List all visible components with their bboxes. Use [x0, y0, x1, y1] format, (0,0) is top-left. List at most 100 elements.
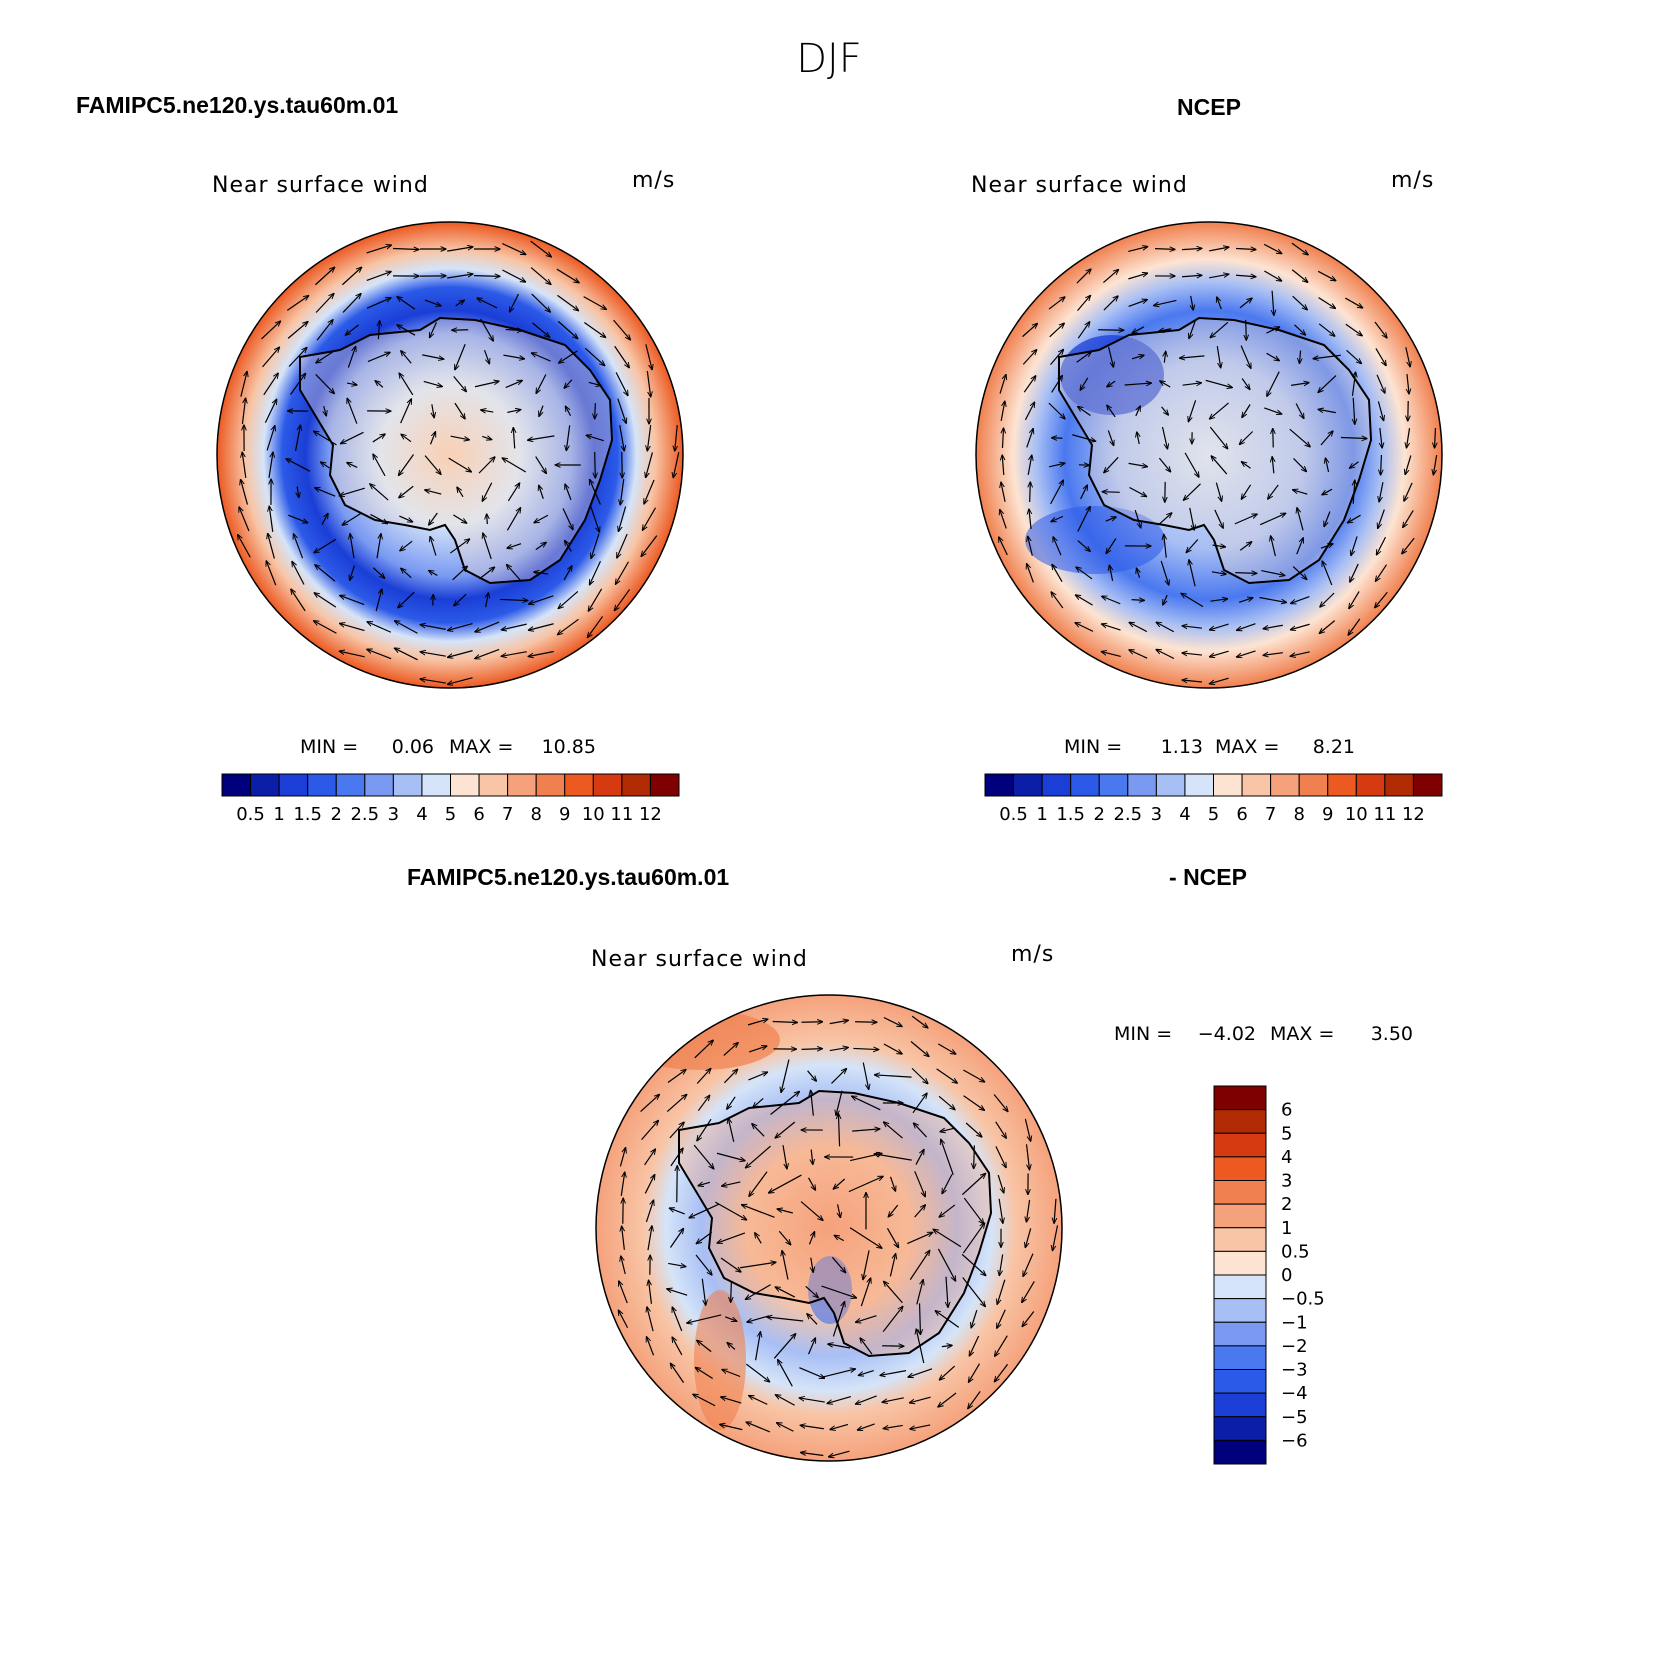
colorbar-box: [307, 773, 337, 797]
wind-arrow: [1128, 462, 1148, 466]
colorbar-tick-label: 3: [1151, 804, 1162, 825]
wind-arrow: [1129, 622, 1148, 633]
wind-arrow: [1182, 626, 1202, 628]
wind-arrow: [883, 1016, 902, 1027]
wind-arrow: [288, 348, 307, 367]
colorbar-box: [1213, 773, 1243, 797]
wind-arrow: [1292, 566, 1307, 580]
colorbar-box: [621, 773, 651, 797]
wind-arrow: [1210, 599, 1227, 601]
wind-arrow: [722, 1181, 741, 1186]
wind-arrow: [669, 1122, 684, 1139]
wind-arrow: [833, 1178, 846, 1189]
wind-arrow: [755, 1233, 762, 1244]
colorbar-tick-label: 3: [388, 804, 399, 825]
wind-arrow: [645, 1200, 653, 1223]
wind-arrow: [697, 1118, 712, 1141]
wind-arrow: [507, 565, 522, 582]
colorbar-tick-label: 9: [559, 804, 570, 825]
wind-arrow: [1205, 379, 1233, 387]
wind-arrow: [848, 1176, 883, 1193]
wind-arrow: [940, 1128, 955, 1131]
wind-arrow: [775, 1121, 796, 1138]
wind-arrow: [800, 1425, 824, 1430]
wind-arrow: [1101, 652, 1121, 658]
wind-arrow: [1051, 515, 1064, 521]
wind-arrow: [1137, 432, 1139, 445]
wind-arrow: [539, 405, 544, 417]
wind-arrow: [857, 1423, 875, 1430]
wind-arrow: [501, 651, 527, 657]
colorbar-box: [221, 773, 252, 797]
map-field: [217, 222, 683, 688]
wind-arrow: [693, 1144, 714, 1169]
wind-arrow: [1259, 596, 1287, 602]
min-value: 0.06: [392, 736, 434, 758]
wind-arrow: [1103, 296, 1118, 311]
wind-arrow: [939, 1204, 956, 1217]
wind-arrow: [668, 1262, 686, 1266]
wind-arrow: [778, 1360, 793, 1387]
wind-arrow: [1189, 507, 1194, 530]
wind-arrow: [1022, 1311, 1035, 1326]
wind-arrow: [727, 1343, 736, 1350]
colorbar-tick-label: 1.5: [1056, 804, 1085, 825]
units-label: m/s: [1391, 168, 1434, 193]
wind-arrow: [376, 534, 381, 559]
wind-arrow: [614, 589, 631, 610]
colorbar: 0.5 1 1.5 2 2.5 3 4 5 6 7 8 9 10 11 12: [984, 773, 1443, 825]
wind-arrow: [1188, 400, 1197, 421]
wind-arrow: [1317, 270, 1336, 280]
wind-arrow: [1209, 426, 1227, 449]
panel-ncep: NCEP Near surface wind m/s MIN = 1.13 MA…: [971, 94, 1443, 825]
wind-arrow: [473, 276, 500, 277]
max-value: 3.50: [1371, 1023, 1413, 1045]
wind-arrow: [1182, 653, 1203, 655]
wind-arrow: [672, 1337, 683, 1356]
wind-arrow: [350, 534, 355, 559]
wind-arrow: [1131, 355, 1144, 359]
wind-arrow: [378, 321, 379, 340]
wind-arrow: [974, 1145, 975, 1168]
wind-arrow: [535, 542, 546, 551]
colorbar-box: [1298, 773, 1329, 797]
wind-arrow: [1353, 480, 1355, 504]
colorbar-box: [1241, 773, 1272, 797]
wind-arrow: [429, 432, 436, 445]
wind-arrow: [715, 1201, 746, 1220]
wind-arrow: [1319, 620, 1336, 634]
wind-arrow: [536, 374, 547, 394]
wind-arrow: [316, 320, 333, 341]
wind-arrow: [261, 321, 281, 340]
colorbar-tick-label: 6: [1236, 804, 1247, 825]
wind-arrow: [769, 1174, 802, 1193]
wind-arrow: [558, 618, 579, 634]
wind-arrow: [696, 1231, 713, 1243]
wind-arrow: [946, 1276, 948, 1308]
wind-arrow: [564, 379, 573, 388]
wind-arrow: [505, 330, 523, 331]
colorbar-box: [1412, 773, 1443, 797]
wind-arrow: [370, 513, 387, 523]
wind-arrow: [723, 1043, 738, 1056]
wind-arrow: [1210, 321, 1229, 337]
wind-arrow: [1406, 428, 1411, 448]
wind-arrow: [1375, 591, 1388, 607]
wind-arrow: [1181, 248, 1202, 249]
wind-arrow: [1435, 427, 1436, 448]
colorbar-box: [335, 773, 366, 797]
colorbar-tick-label: 10: [582, 804, 605, 825]
wind-arrow: [507, 543, 522, 549]
wind-arrow: [397, 297, 416, 310]
wind-arrow: [590, 560, 602, 585]
colorbar-box: [478, 773, 509, 797]
wind-arrow: [1404, 482, 1413, 501]
wind-arrow: [971, 1309, 978, 1328]
wind-arrow: [801, 1049, 823, 1050]
wind-arrow: [829, 1450, 850, 1457]
wind-arrow: [1154, 299, 1177, 305]
wind-arrow: [263, 373, 278, 396]
wind-arrow: [747, 1315, 770, 1322]
wind-arrow: [565, 406, 572, 417]
wind-arrow: [641, 535, 658, 557]
